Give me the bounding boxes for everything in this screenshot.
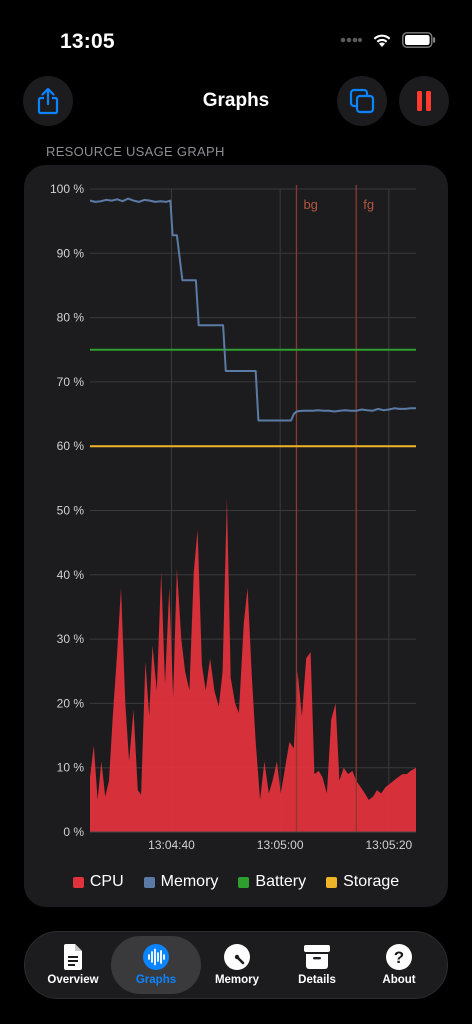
- gauge-icon: [224, 944, 250, 970]
- legend-item-memory: Memory: [143, 873, 219, 891]
- y-tick-label: 90 %: [57, 246, 85, 260]
- legend-swatch: [143, 876, 155, 888]
- event-marker-label: bg: [303, 197, 317, 212]
- legend-label: Memory: [160, 873, 219, 890]
- section-label: RESOURCE USAGE GRAPH: [46, 144, 225, 159]
- legend-label: Battery: [255, 873, 307, 890]
- navigation-bar: Graphs: [0, 76, 472, 128]
- y-tick-label: 30 %: [57, 632, 85, 646]
- legend-swatch: [238, 876, 250, 888]
- x-tick-label: 13:05:00: [257, 838, 304, 852]
- y-tick-label: 10 %: [57, 761, 85, 775]
- tab-about[interactable]: ? About: [357, 936, 441, 994]
- y-tick-label: 40 %: [57, 568, 85, 582]
- tab-label: Details: [298, 974, 336, 986]
- cpu-series-area: [90, 497, 416, 832]
- document-icon: [64, 944, 82, 970]
- legend-item-storage: Storage: [326, 873, 399, 891]
- copy-button[interactable]: [337, 76, 387, 126]
- legend-label: CPU: [89, 873, 124, 890]
- legend-swatch: [72, 876, 84, 888]
- pause-button[interactable]: [399, 76, 449, 126]
- tab-memory[interactable]: Memory: [195, 936, 279, 994]
- question-icon: ?: [386, 944, 412, 970]
- chart-legend: CPU Memory Battery Storage: [24, 866, 448, 898]
- resource-usage-chart: 0 % 10 % 20 % 30 % 40 % 50 % 60 % 70 % 80 % 90 % 1…: [50, 182, 416, 852]
- memory-series-line: [89, 197, 416, 422]
- tab-bar: Overview Graphs Memory: [24, 931, 448, 999]
- cellular-signal-icon: [340, 37, 362, 43]
- page-title: Graphs: [202, 90, 270, 111]
- tab-label: Memory: [214, 974, 260, 986]
- share-button[interactable]: [23, 76, 73, 126]
- share-icon: [37, 87, 59, 115]
- archive-box-icon: [304, 945, 330, 969]
- legend-label: Storage: [343, 873, 400, 890]
- y-tick-label: 70 %: [57, 375, 85, 389]
- status-icons: [340, 32, 436, 48]
- y-tick-label: 0 %: [63, 825, 84, 839]
- event-marker-label: fg: [363, 197, 374, 212]
- legend-item-cpu: CPU: [72, 873, 124, 891]
- battery-icon: [402, 32, 436, 48]
- x-tick-label: 13:04:40: [148, 838, 195, 852]
- legend-swatch: [326, 876, 338, 888]
- y-tick-label: 50 %: [57, 504, 85, 518]
- y-tick-label: 20 %: [57, 696, 85, 710]
- svg-text:?: ?: [394, 948, 404, 967]
- x-tick-label: 13:05:20: [365, 838, 412, 852]
- y-tick-label: 100 %: [50, 182, 84, 196]
- tab-overview[interactable]: Overview: [31, 936, 115, 994]
- tab-label: Graphs: [135, 974, 177, 986]
- status-bar: 13:05: [0, 0, 472, 80]
- tab-label: Overview: [47, 974, 99, 986]
- status-time: 13:05: [60, 30, 115, 53]
- tab-graphs[interactable]: Graphs: [111, 936, 201, 994]
- copy-icon: [349, 88, 375, 114]
- tab-details[interactable]: Details: [275, 936, 359, 994]
- wifi-icon: [373, 34, 391, 47]
- legend-item-battery: Battery: [238, 873, 306, 891]
- y-tick-label: 80 %: [57, 311, 85, 325]
- waveform-icon: [143, 944, 169, 970]
- tab-label: About: [382, 974, 416, 986]
- y-tick-label: 60 %: [57, 439, 85, 453]
- pause-icon: [417, 91, 431, 111]
